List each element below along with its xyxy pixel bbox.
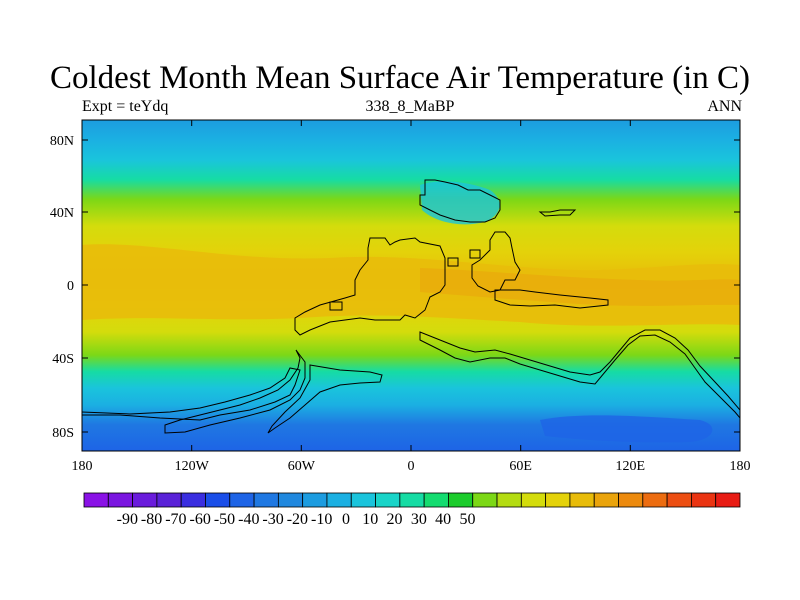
colorbar-swatch — [156, 492, 182, 508]
continent-outline — [164, 349, 306, 434]
x-tick-label: 120E — [616, 459, 646, 474]
colorbar-swatch — [642, 492, 668, 508]
colorbar-swatch — [545, 492, 571, 508]
colorbar-label: -30 — [262, 511, 283, 528]
continent-outline — [419, 179, 501, 223]
colorbar-swatch — [448, 492, 474, 508]
colorbar-swatch — [229, 492, 255, 508]
colorbar-swatch — [569, 492, 595, 508]
x-axis: 180 120W 60W 0 60E 120E 180 — [72, 120, 751, 474]
colorbar-swatch — [302, 492, 328, 508]
x-tick-label: 60W — [288, 459, 316, 474]
colorbar-label: -60 — [190, 511, 211, 528]
colorbar-swatch — [350, 492, 376, 508]
time-label: 338_8_MaBP — [365, 98, 455, 115]
cold-region-north — [420, 181, 500, 225]
colorbar-swatch — [520, 492, 547, 508]
continent-outline — [329, 301, 343, 311]
continent-outline — [538, 209, 577, 217]
colorbar-label: -70 — [165, 511, 186, 528]
colorbar-swatch — [618, 492, 644, 508]
colorbar-swatch — [277, 492, 304, 508]
x-tick-label: 120W — [175, 459, 210, 474]
colorbar-swatch — [107, 492, 133, 508]
y-tick-label: 40S — [52, 352, 74, 367]
tropical-band — [82, 244, 740, 326]
colorbar: -90 -80 -70 -60 -50 -40 -30 -20 -10 0 10 20 30 40 50 — [83, 492, 741, 528]
colorbar-swatch — [496, 492, 522, 508]
colorbar-label: 20 — [387, 511, 403, 528]
colorbar-swatch — [132, 492, 158, 508]
continent-outline — [267, 364, 383, 434]
y-tick-label: 80N — [50, 134, 74, 149]
continent-outline — [494, 289, 609, 309]
colorbar-label: -10 — [311, 511, 332, 528]
colorbar-label: 50 — [459, 511, 475, 528]
y-tick-label: 0 — [67, 279, 74, 294]
colorbar-swatch — [399, 492, 425, 508]
colorbar-swatch — [691, 492, 717, 508]
colorbar-swatch — [715, 492, 741, 508]
x-tick-label: 0 — [408, 459, 415, 474]
colorbar-label: -90 — [117, 511, 138, 528]
colorbar-label: -50 — [214, 511, 235, 528]
colorbar-swatch — [472, 492, 498, 508]
colorbar-swatch — [83, 492, 109, 508]
colorbar-label: 0 — [342, 511, 350, 528]
colorbar-label: -20 — [287, 511, 308, 528]
continent-outline — [81, 367, 301, 421]
y-tick-label: 40N — [50, 206, 74, 221]
experiment-label: Expt = teYdq — [82, 98, 169, 115]
colorbar-swatch — [326, 492, 352, 508]
colorbar-swatch — [180, 492, 206, 508]
y-tick-label: 80S — [52, 426, 74, 441]
colorbar-swatch — [593, 492, 619, 508]
colorbar-label: 10 — [362, 511, 378, 528]
tropical-core — [420, 268, 740, 306]
cold-region-south — [540, 415, 713, 443]
continent-outline — [294, 237, 446, 336]
map-title: Coldest Month Mean Surface Air Temperatu… — [50, 60, 750, 96]
x-tick-label: 60E — [509, 459, 532, 474]
colorbar-swatch — [375, 492, 401, 508]
colorbar-label: 30 — [411, 511, 427, 528]
season-label: ANN — [707, 98, 742, 115]
x-tick-label: 180 — [730, 459, 751, 474]
colorbar-label: -40 — [238, 511, 259, 528]
y-axis: 80N 40N 0 40S 80S — [50, 134, 740, 441]
colorbar-swatch — [666, 492, 692, 508]
colorbar-swatch — [205, 492, 231, 508]
colorbar-swatch — [423, 492, 449, 508]
x-tick-label: 180 — [72, 459, 93, 474]
colorbar-label: 40 — [435, 511, 451, 528]
colorbar-swatch — [253, 492, 279, 508]
colorbar-label: -80 — [141, 511, 162, 528]
